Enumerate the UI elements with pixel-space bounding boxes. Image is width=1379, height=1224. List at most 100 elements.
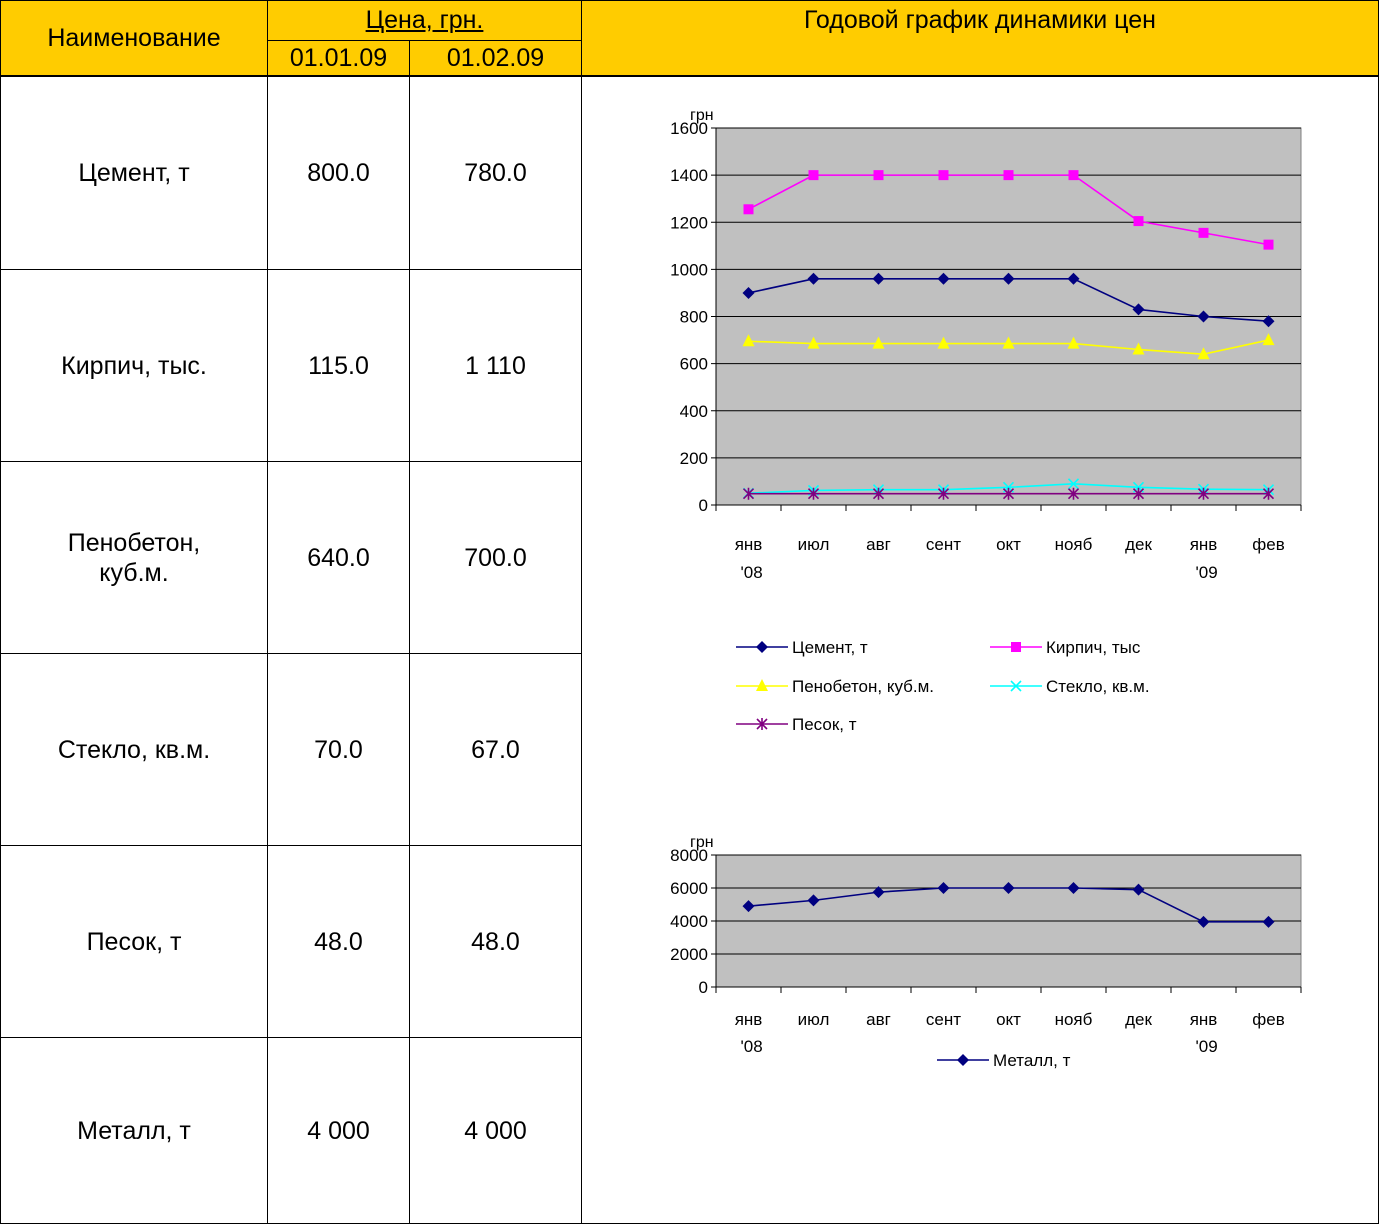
chart-0-data-point bbox=[1133, 216, 1144, 227]
chart-0-legend-marker-shape bbox=[756, 641, 768, 653]
chart-0-data-point-shape bbox=[1067, 487, 1080, 500]
chart-0-data-point-shape bbox=[872, 336, 885, 349]
chart-0-data-point bbox=[1197, 310, 1210, 323]
chart-0-data-point-shape bbox=[1132, 487, 1145, 500]
chart-0-data-point-shape bbox=[1198, 227, 1209, 238]
chart-1-data-point bbox=[1262, 915, 1275, 928]
chart-0-data-point-shape bbox=[1067, 272, 1080, 285]
chart-1-y-axis-label: грн bbox=[690, 834, 714, 851]
chart-0-y-tick-label: 1200 bbox=[670, 213, 708, 232]
border-left bbox=[0, 0, 1, 1224]
chart-0-data-point bbox=[1132, 487, 1145, 500]
chart-0-y-tick-label: 200 bbox=[680, 449, 708, 468]
chart-0-data-point-shape bbox=[808, 170, 819, 181]
chart-0-data-point-shape bbox=[807, 272, 820, 285]
chart-0-data-point-shape bbox=[742, 286, 755, 299]
header-date2: 01.02.09 bbox=[410, 41, 581, 75]
chart-1-data-point-shape bbox=[807, 894, 820, 907]
chart-1-y-tick-label: 0 bbox=[699, 978, 708, 997]
border-col1 bbox=[267, 0, 268, 1224]
chart-0-data-point-shape bbox=[1068, 170, 1079, 181]
header-name-label: Наименование bbox=[47, 23, 221, 52]
chart-0-data-point bbox=[1262, 333, 1275, 346]
chart-1-legend-entry: Металл, т bbox=[993, 1051, 1071, 1070]
chart-0-data-point-shape bbox=[873, 170, 884, 181]
header-name: Наименование bbox=[1, 1, 267, 75]
chart-0-data-point bbox=[937, 272, 950, 285]
chart-1-x-tick-label: нояб bbox=[1055, 1010, 1093, 1029]
chart-1-x-tick-label: сент bbox=[926, 1010, 961, 1029]
chart-0-legend-marker bbox=[1010, 680, 1022, 692]
chart-0-data-point bbox=[1132, 303, 1145, 316]
chart-0-y-tick-label: 800 bbox=[680, 308, 708, 327]
chart-0-data-point bbox=[1002, 487, 1015, 500]
chart-0-data-point-shape bbox=[872, 272, 885, 285]
chart-1-data-point-shape bbox=[872, 886, 885, 899]
chart-0-data-point bbox=[1197, 487, 1210, 500]
chart-0-data-point-shape bbox=[1002, 336, 1015, 349]
chart-0-data-point bbox=[1067, 336, 1080, 349]
chart-0-data-point bbox=[1067, 272, 1080, 285]
border-col2 bbox=[409, 40, 410, 1224]
chart-0-legend-entry: Стекло, кв.м. bbox=[1046, 677, 1150, 696]
row-name: Песок, т bbox=[86, 927, 182, 956]
chart-0-data-point bbox=[1197, 347, 1210, 360]
chart-1-legend-marker bbox=[957, 1054, 969, 1066]
chart-0-x-tick-label: июл bbox=[798, 535, 830, 554]
chart-1-data-point-shape bbox=[937, 882, 950, 894]
chart-1-x-tick-label-year: '08 bbox=[741, 1037, 763, 1056]
chart-0-data-point bbox=[807, 336, 820, 349]
chart-0-y-tick-label: 1000 bbox=[670, 260, 708, 279]
border-price-divider bbox=[268, 40, 581, 41]
chart-0-legend-marker bbox=[756, 679, 768, 691]
chart-0-data-point bbox=[742, 487, 755, 500]
chart-0-legend-marker bbox=[1011, 642, 1021, 652]
row-price-2: 780.0 bbox=[464, 159, 527, 187]
chart-0-data-point-shape bbox=[938, 170, 949, 181]
row-price-1: 70.0 bbox=[314, 735, 363, 764]
chart-0-legend-marker-shape bbox=[1011, 642, 1021, 652]
chart-1-x-tick-label: окт bbox=[996, 1010, 1021, 1029]
chart-0-data-point bbox=[808, 170, 819, 181]
chart-0-legend-marker bbox=[756, 718, 768, 730]
chart-0-data-point-shape bbox=[937, 272, 950, 285]
chart-1-y-tick-label: 4000 bbox=[670, 912, 708, 931]
chart-0-data-point-shape bbox=[1262, 487, 1275, 500]
row-price-1: 800.0 bbox=[307, 159, 370, 187]
chart-0-data-point bbox=[872, 336, 885, 349]
chart-0-data-point-shape bbox=[1263, 239, 1274, 250]
chart-1-data-point-shape bbox=[1262, 915, 1275, 928]
row-name: Кирпич, тыс. bbox=[61, 351, 207, 380]
chart-1-data-point-shape bbox=[1197, 915, 1210, 928]
row-divider bbox=[0, 269, 582, 270]
chart-0-data-point bbox=[1003, 170, 1014, 181]
chart-0-x-tick-label-year: '09 bbox=[1196, 563, 1218, 582]
chart-0-data-point-shape bbox=[1067, 336, 1080, 349]
chart-0-legend-marker-shape bbox=[1010, 680, 1022, 692]
chart-0-data-point bbox=[1067, 478, 1080, 490]
chart-1-data-point-shape bbox=[1067, 882, 1080, 894]
row-divider bbox=[0, 1037, 582, 1038]
chart-0-data-point-shape bbox=[807, 336, 820, 349]
chart-1-data-point-shape bbox=[742, 900, 755, 913]
chart-0-y-axis-label: грн bbox=[690, 107, 714, 124]
chart-0-x-tick-label: сент bbox=[926, 535, 961, 554]
header-chart-title: Годовой график динамики цен bbox=[582, 1, 1378, 75]
chart-0-data-point bbox=[872, 272, 885, 285]
chart-1-x-tick-label-year: '09 bbox=[1196, 1037, 1218, 1056]
chart-0-legend-marker-shape bbox=[756, 679, 768, 691]
chart-0-data-point-shape bbox=[1197, 347, 1210, 360]
chart-0-data-point-shape bbox=[742, 334, 755, 347]
chart-0-data-point bbox=[743, 204, 754, 215]
header-date2-label: 01.02.09 bbox=[446, 43, 545, 72]
row-name: Цемент, т bbox=[78, 159, 190, 187]
chart-1-data-point bbox=[742, 900, 755, 913]
row-name: Пенобетон, куб.м. bbox=[67, 528, 201, 587]
chart-0-legend-marker-shape bbox=[756, 718, 768, 730]
row-name: Металл, т bbox=[77, 1116, 191, 1145]
chart-0-data-point-shape bbox=[807, 487, 820, 500]
chart-1-data-point bbox=[1067, 882, 1080, 894]
row-name: Стекло, кв.м. bbox=[57, 735, 211, 764]
chart-1-data-point bbox=[937, 882, 950, 894]
